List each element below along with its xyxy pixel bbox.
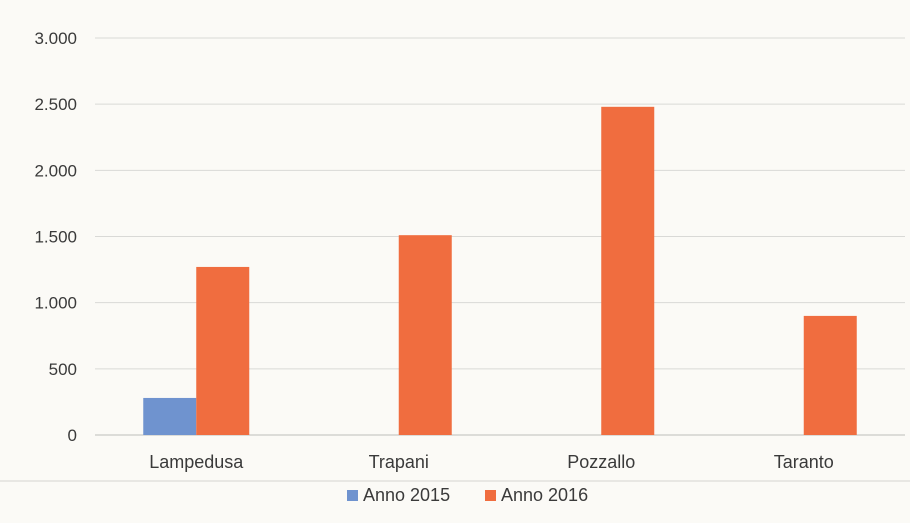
- bar-pozzallo-anno-2016: [601, 106, 655, 436]
- bars: [143, 106, 857, 436]
- gridlines: [0, 37, 910, 482]
- legend: Anno 2015 Anno 2016: [347, 485, 588, 505]
- y-axis-ticks: 0 500 1.000 1.500 2.000 2.500 3.000: [34, 29, 77, 445]
- legend-label: Anno 2016: [501, 485, 588, 505]
- y-tick-label: 2.500: [34, 95, 77, 114]
- bar-taranto-anno-2016: [803, 315, 857, 435]
- y-tick-label: 3.000: [34, 29, 77, 48]
- x-category-label: Lampedusa: [149, 452, 244, 472]
- y-tick-label: 0: [68, 426, 77, 445]
- y-tick-label: 1.500: [34, 228, 77, 247]
- x-category-label: Taranto: [774, 452, 834, 472]
- y-tick-label: 500: [49, 360, 77, 379]
- bar-lampedusa-anno-2015: [143, 397, 197, 435]
- legend-swatch: [485, 490, 496, 501]
- x-axis-categories: Lampedusa Trapani Pozzallo Taranto: [149, 452, 834, 472]
- legend-label: Anno 2015: [363, 485, 450, 505]
- y-tick-label: 2.000: [34, 161, 77, 180]
- bar-lampedusa-anno-2016: [196, 266, 250, 435]
- x-category-label: Pozzallo: [567, 452, 635, 472]
- bar-trapani-anno-2016: [398, 235, 452, 435]
- x-category-label: Trapani: [369, 452, 429, 472]
- y-tick-label: 1.000: [34, 294, 77, 313]
- legend-swatch: [347, 490, 358, 501]
